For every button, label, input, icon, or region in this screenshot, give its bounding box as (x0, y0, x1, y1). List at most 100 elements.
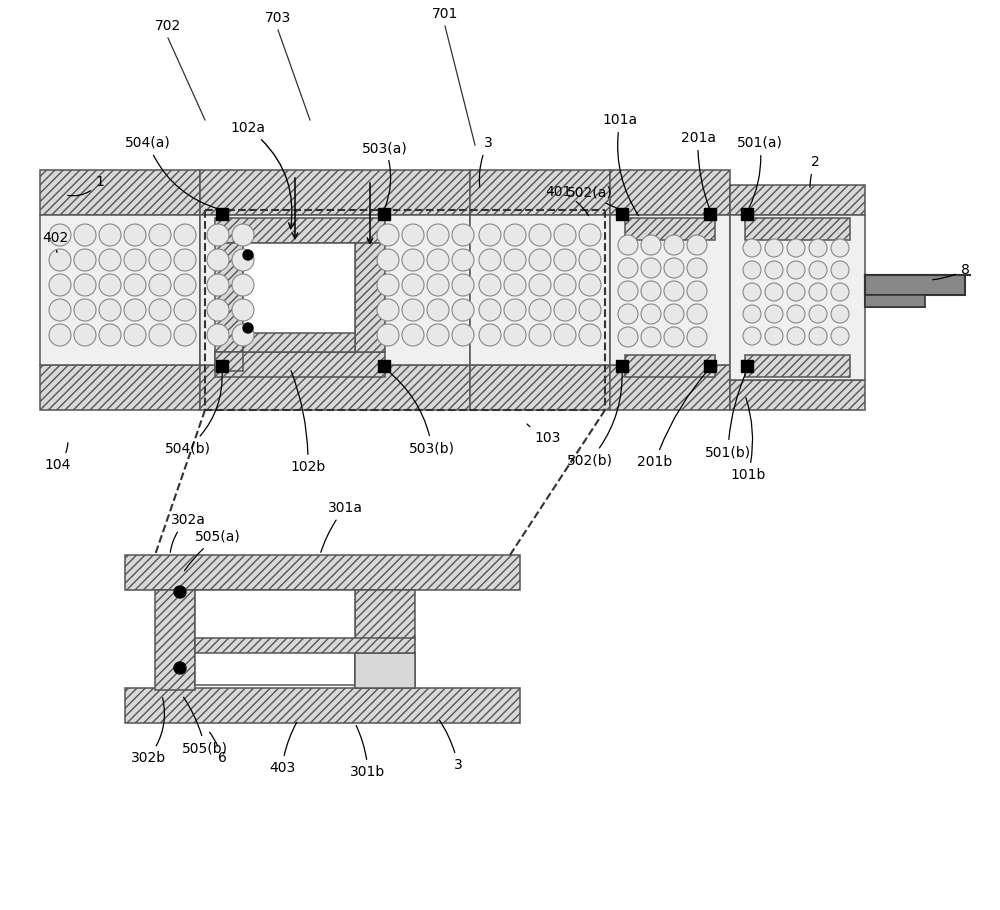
Circle shape (207, 249, 229, 271)
Circle shape (479, 224, 501, 246)
Bar (610, 365, 730, 410)
Circle shape (427, 324, 449, 346)
Circle shape (579, 249, 601, 271)
Circle shape (687, 258, 707, 278)
Bar (610, 170, 730, 215)
Bar (355, 243, 385, 352)
Text: 101a: 101a (602, 113, 638, 216)
Circle shape (618, 304, 638, 324)
Circle shape (49, 299, 71, 321)
Circle shape (74, 299, 96, 321)
Bar (355, 653, 415, 688)
Bar (741, 208, 753, 220)
Text: 302a: 302a (170, 513, 205, 552)
Bar (470, 365, 610, 410)
Bar (741, 360, 753, 372)
Circle shape (765, 283, 783, 301)
Text: 2: 2 (810, 155, 819, 187)
Bar (243, 243, 355, 352)
Bar (470, 215, 610, 365)
Text: 302b: 302b (130, 698, 166, 765)
Circle shape (479, 249, 501, 271)
Circle shape (529, 299, 551, 321)
Circle shape (529, 274, 551, 296)
Circle shape (49, 324, 71, 346)
Text: 103: 103 (527, 424, 561, 445)
Circle shape (765, 305, 783, 323)
Circle shape (504, 224, 526, 246)
Bar (200, 215, 470, 365)
Circle shape (787, 261, 805, 279)
Circle shape (174, 299, 196, 321)
Circle shape (232, 224, 254, 246)
Circle shape (174, 274, 196, 296)
Circle shape (243, 323, 253, 333)
Circle shape (554, 249, 576, 271)
Bar (616, 208, 628, 220)
Circle shape (787, 283, 805, 301)
Text: 301a: 301a (321, 501, 362, 552)
Circle shape (99, 224, 121, 246)
Bar (125, 688, 520, 723)
Circle shape (174, 224, 196, 246)
Circle shape (618, 281, 638, 301)
Bar (704, 360, 716, 372)
Circle shape (504, 274, 526, 296)
Bar (40, 365, 200, 410)
Bar (730, 185, 865, 215)
Bar (610, 215, 730, 365)
Bar (40, 170, 200, 215)
Circle shape (787, 239, 805, 257)
Circle shape (207, 299, 229, 321)
Circle shape (149, 249, 171, 271)
Circle shape (641, 258, 661, 278)
Circle shape (402, 224, 424, 246)
Circle shape (687, 281, 707, 301)
Circle shape (579, 299, 601, 321)
Text: 8: 8 (933, 263, 969, 279)
Circle shape (743, 305, 761, 323)
Text: 104: 104 (45, 443, 71, 472)
Circle shape (687, 327, 707, 347)
Circle shape (743, 283, 761, 301)
Text: 3: 3 (479, 136, 492, 187)
Text: 101b: 101b (730, 398, 766, 482)
Circle shape (641, 304, 661, 324)
Bar (378, 360, 390, 372)
Circle shape (664, 281, 684, 301)
Text: 505(b): 505(b) (182, 697, 228, 755)
Circle shape (74, 249, 96, 271)
Bar (125, 555, 520, 590)
Circle shape (687, 235, 707, 255)
Text: 702: 702 (155, 19, 181, 33)
Bar (616, 360, 628, 372)
Circle shape (479, 299, 501, 321)
Bar (745, 218, 850, 240)
Circle shape (664, 304, 684, 324)
Bar (745, 355, 850, 377)
Circle shape (377, 274, 399, 296)
Circle shape (207, 274, 229, 296)
Bar (625, 355, 715, 377)
Circle shape (809, 305, 827, 323)
Text: 505(a): 505(a) (185, 530, 241, 571)
Circle shape (579, 274, 601, 296)
Circle shape (618, 327, 638, 347)
Circle shape (787, 305, 805, 323)
Bar (355, 590, 415, 640)
Bar (200, 365, 470, 410)
Bar (865, 295, 925, 307)
Circle shape (664, 258, 684, 278)
Text: 504(b): 504(b) (165, 370, 222, 455)
Circle shape (529, 224, 551, 246)
Circle shape (664, 327, 684, 347)
Circle shape (504, 299, 526, 321)
Circle shape (232, 299, 254, 321)
Circle shape (149, 274, 171, 296)
Circle shape (232, 324, 254, 346)
Circle shape (831, 239, 849, 257)
Text: 501(a): 501(a) (737, 136, 783, 207)
Circle shape (174, 324, 196, 346)
Circle shape (618, 235, 638, 255)
Circle shape (124, 299, 146, 321)
